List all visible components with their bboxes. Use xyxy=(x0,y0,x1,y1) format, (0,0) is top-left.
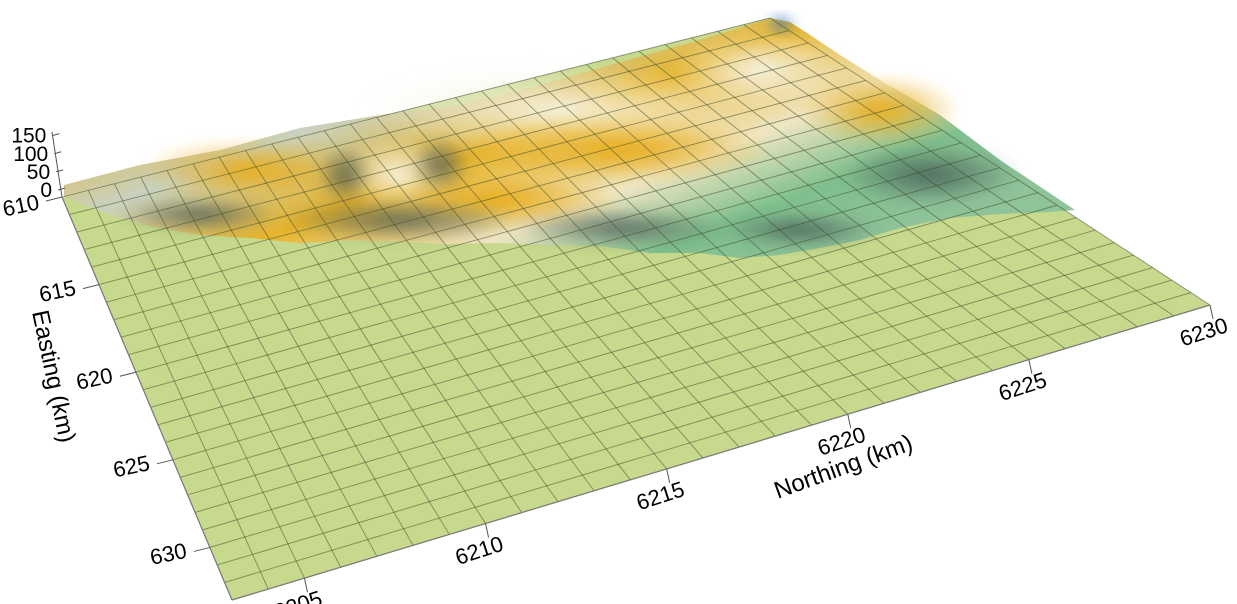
grid-line-y xyxy=(128,129,943,356)
northing-tick-label: 6230 xyxy=(1177,312,1231,351)
terrain-shade-10 xyxy=(720,212,880,248)
terrain-shade-9 xyxy=(510,208,730,248)
terrain-shade-8 xyxy=(280,198,520,242)
northing-tick xyxy=(666,468,671,483)
easting-tick-label: 630 xyxy=(148,538,189,570)
grid-line-y xyxy=(91,67,847,268)
grid-line-y xyxy=(224,292,1191,583)
northing-tick-label: 6215 xyxy=(633,476,687,515)
grid-line-y xyxy=(113,104,905,321)
easting-tick-label: 610 xyxy=(0,189,41,221)
northing-tick xyxy=(1209,304,1214,320)
northing-tick xyxy=(303,578,308,593)
grid-line-x xyxy=(323,130,595,492)
grid-line-x xyxy=(350,123,631,481)
grid-line-x xyxy=(533,77,885,404)
northing-tick-label: 6205 xyxy=(271,586,325,604)
grid-line-y xyxy=(121,117,924,338)
grid-line-x xyxy=(114,183,305,579)
grid-line-x xyxy=(612,57,993,371)
easting-tick xyxy=(156,459,173,465)
grid-line-x xyxy=(297,137,559,502)
grid-line-x xyxy=(481,90,812,426)
easting-axis-line xyxy=(61,196,233,601)
z-axis-line xyxy=(51,131,63,198)
grid-line-y xyxy=(180,217,1077,478)
grid-line-x xyxy=(402,110,704,459)
grid-line-x xyxy=(691,37,1102,339)
easting-tick-label: 620 xyxy=(74,363,115,395)
grid-line-x xyxy=(664,44,1066,350)
grid-line-x xyxy=(769,17,1211,306)
grid-line-y xyxy=(61,17,771,198)
easting-tick-label: 615 xyxy=(37,275,78,307)
grid-line-x xyxy=(743,24,1175,317)
terrain-relief xyxy=(64,14,1075,258)
easting-tick xyxy=(82,284,100,290)
grid-line-x xyxy=(638,50,1030,360)
grid-line-x xyxy=(507,83,849,415)
grid-line-y xyxy=(165,192,1038,443)
grid-line-y xyxy=(194,242,1115,513)
grid-line-x xyxy=(271,143,523,513)
easting-tick xyxy=(119,371,137,377)
z-tick-label: 0 xyxy=(40,179,52,202)
easting-tick-label: 625 xyxy=(111,450,152,482)
easting-tick xyxy=(45,196,63,202)
grid-line-x xyxy=(218,156,450,535)
z-tick xyxy=(54,151,62,155)
terrain-shade-3 xyxy=(140,140,360,200)
z-tick xyxy=(57,187,66,191)
terrain-shade-11 xyxy=(317,145,373,205)
grid-line-y xyxy=(209,267,1153,548)
grid-line-x xyxy=(192,163,414,546)
grid-line-y xyxy=(143,154,981,391)
grid-line-y xyxy=(135,142,962,373)
grid-line-x xyxy=(245,150,486,524)
grid-line-y xyxy=(98,79,866,286)
grid-line-x xyxy=(87,190,269,590)
grid-line-y xyxy=(217,279,1172,566)
terrain-shade-14 xyxy=(765,14,797,34)
grid-line-x xyxy=(376,117,668,470)
grid-line-x xyxy=(428,103,740,448)
northing-tick xyxy=(847,414,852,429)
z-tick-label: 100 xyxy=(13,143,48,166)
grid-line-y xyxy=(187,229,1096,496)
z-tick-label: 150 xyxy=(11,125,46,148)
northing-tick xyxy=(485,523,490,538)
grid-line-x xyxy=(455,97,776,437)
grid-line-y xyxy=(150,167,1000,408)
grid-line-y xyxy=(202,254,1134,531)
grid-line-y xyxy=(76,42,809,233)
grid-line-x xyxy=(559,70,921,393)
northing-tick xyxy=(1028,359,1033,374)
grid-line-x xyxy=(166,170,378,557)
grid-line-y xyxy=(69,30,790,215)
z-tick xyxy=(55,169,64,173)
z-tick-label: 50 xyxy=(27,161,50,184)
grid-line-y xyxy=(157,179,1019,426)
grid-line-y xyxy=(84,54,828,251)
grid-line-x xyxy=(586,64,957,382)
terrain-shade-1 xyxy=(670,30,850,110)
easting-tick xyxy=(193,546,210,552)
terrain-shade-7 xyxy=(120,197,280,233)
grid-line-y xyxy=(106,92,885,303)
plane-grid xyxy=(61,17,1211,601)
grid-line-x xyxy=(717,30,1138,328)
grid-line-x xyxy=(140,176,342,568)
z-tick xyxy=(52,133,60,137)
easting-axis-title: Easting (km) xyxy=(26,308,80,445)
northing-axis-line xyxy=(231,304,1211,601)
terrain-shade-5 xyxy=(800,75,960,145)
northing-tick-label: 6210 xyxy=(452,531,506,570)
northing-tick-label: 6225 xyxy=(995,367,1049,406)
terrain-shade-12 xyxy=(410,137,470,193)
terrain-shade-13 xyxy=(840,145,1020,205)
grid-line-y xyxy=(172,204,1058,461)
